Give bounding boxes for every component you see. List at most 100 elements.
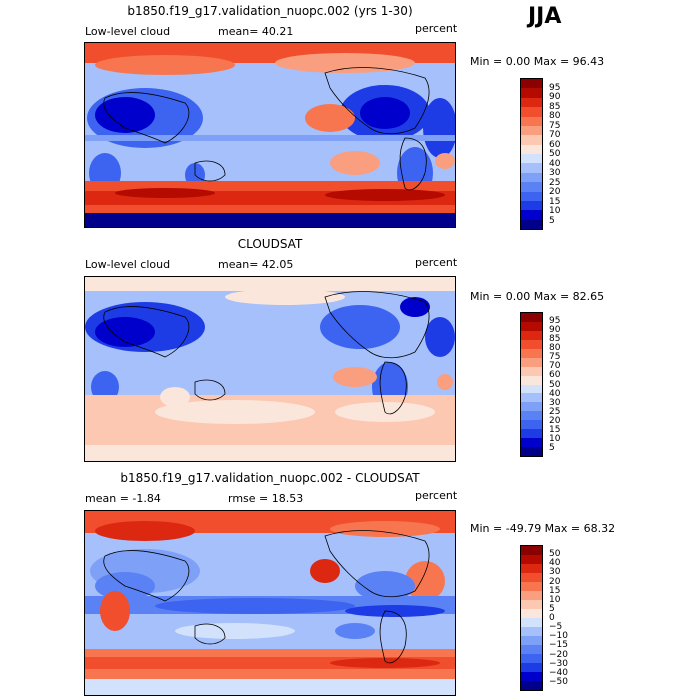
colorbar-swatch [521,555,542,564]
panel-2-map [84,276,456,462]
colorbar-swatch [521,636,542,645]
colorbar-tick-label: 25 [549,406,561,417]
colorbar-swatch [521,447,542,456]
colorbar-swatch [521,591,542,600]
colorbar-swatch [521,402,542,412]
colorbar-tick-label: 30 [549,168,561,178]
panel-1-mean: mean= 40.21 [218,25,294,38]
panel-1-map [84,42,456,228]
colorbar-tick-label: 95 [549,316,561,327]
colorbar-swatch [521,582,542,591]
panel-3-colorbar [520,545,543,691]
colorbar-swatch [521,88,542,98]
colorbar-tick-label: −5 [549,622,563,633]
colorbar-tick-label: 0 [549,613,555,623]
colorbar-swatch [521,163,542,173]
colorbar-tick-label: 70 [549,361,561,372]
colorbar-swatch [521,182,542,192]
panel-2-variable: Low-level cloud [85,258,171,271]
colorbar-tick-label: 70 [549,130,561,140]
panel-2-colorbar [520,312,543,457]
colorbar-tick-label: 5 [549,603,555,614]
panel-1-colorbar [520,78,543,230]
panel-2-units: percent [415,256,458,269]
colorbar-tick-label: 50 [549,549,561,560]
colorbar-swatch [521,384,542,394]
colorbar-swatch [521,107,542,117]
colorbar-swatch [521,564,542,573]
colorbar-tick-label: −15 [549,640,568,651]
colorbar-tick-label: 85 [549,334,561,345]
colorbar-tick-label: 10 [549,594,561,605]
colorbar-swatch [521,135,542,145]
colorbar-tick-label: 40 [549,158,561,169]
colorbar-tick-label: 95 [549,82,561,93]
colorbar-tick-label: 20 [549,187,561,197]
colorbar-tick-label: 90 [549,92,561,102]
season-title: JJA [528,4,562,29]
colorbar-tick-label: 15 [549,585,561,596]
colorbar-tick-label: 80 [549,111,561,121]
colorbar-swatch [521,321,542,331]
colorbar-swatch [521,609,542,618]
colorbar-tick-label: 5 [549,442,555,453]
panel-3-title: b1850.f19_g17.validation_nuopc.002 - CLO… [120,471,420,485]
colorbar-swatch [521,154,542,164]
colorbar-swatch [521,79,542,89]
colorbar-tick-label: −30 [549,658,568,669]
colorbar-swatch [521,357,542,367]
panel-1-units: percent [415,22,458,35]
panel-3-map [84,510,456,696]
colorbar-tick-label: 40 [549,388,561,399]
colorbar-tick-label: 40 [549,558,561,569]
colorbar-tick-label: 10 [549,433,561,444]
colorbar-tick-label: 10 [549,206,561,216]
colorbar-tick-label: 80 [549,343,561,354]
colorbar-swatch [521,393,542,403]
colorbar-swatch [521,144,542,154]
colorbar-tick-label: 60 [549,370,561,381]
colorbar-tick-label: −10 [549,631,568,642]
colorbar-swatch [521,339,542,349]
panel-1-minmax: Min = 0.00 Max = 96.43 [470,55,605,68]
colorbar-swatch [521,330,542,340]
colorbar-swatch [521,191,542,201]
colorbar-swatch [521,348,542,358]
panel-3-rmse: rmse = 18.53 [228,492,304,505]
colorbar-swatch [521,375,542,385]
colorbar-swatch [521,97,542,108]
colorbar-tick-label: 50 [549,379,561,390]
colorbar-swatch [521,627,542,636]
colorbar-tick-label: 15 [549,424,561,435]
panel-1-variable: Low-level cloud [85,25,171,38]
colorbar-swatch [521,411,542,421]
colorbar-tick-label: 30 [549,397,561,408]
colorbar-tick-label: 5 [549,215,555,226]
colorbar-tick-label: −40 [549,667,568,678]
colorbar-swatch [521,618,542,627]
colorbar-swatch [521,438,542,448]
colorbar-tick-label: 25 [549,177,561,188]
colorbar-swatch [521,116,542,126]
colorbar-swatch [521,600,542,609]
colorbar-swatch [521,200,542,211]
colorbar-swatch [521,125,542,136]
colorbar-tick-label: −20 [549,649,568,660]
colorbar-swatch [521,546,542,555]
panel-3-minmax: Min = -49.79 Max = 68.32 [470,522,616,535]
colorbar-tick-label: 90 [549,325,561,336]
colorbar-swatch [521,573,542,582]
panel-2-title: CLOUDSAT [237,237,303,251]
colorbar-tick-label: −50 [549,676,568,687]
colorbar-swatch [521,663,542,672]
panel-2-mean: mean= 42.05 [218,258,294,271]
colorbar-swatch [521,219,542,229]
colorbar-tick-label: 75 [549,120,561,131]
colorbar-tick-label: 15 [549,196,561,207]
panel-2-minmax: Min = 0.00 Max = 82.65 [470,290,605,303]
colorbar-tick-label: 85 [549,101,561,112]
colorbar-swatch [521,672,542,681]
colorbar-swatch [521,313,542,322]
colorbar-swatch [521,420,542,430]
panel-1-title: b1850.f19_g17.validation_nuopc.002 (yrs … [127,4,413,18]
